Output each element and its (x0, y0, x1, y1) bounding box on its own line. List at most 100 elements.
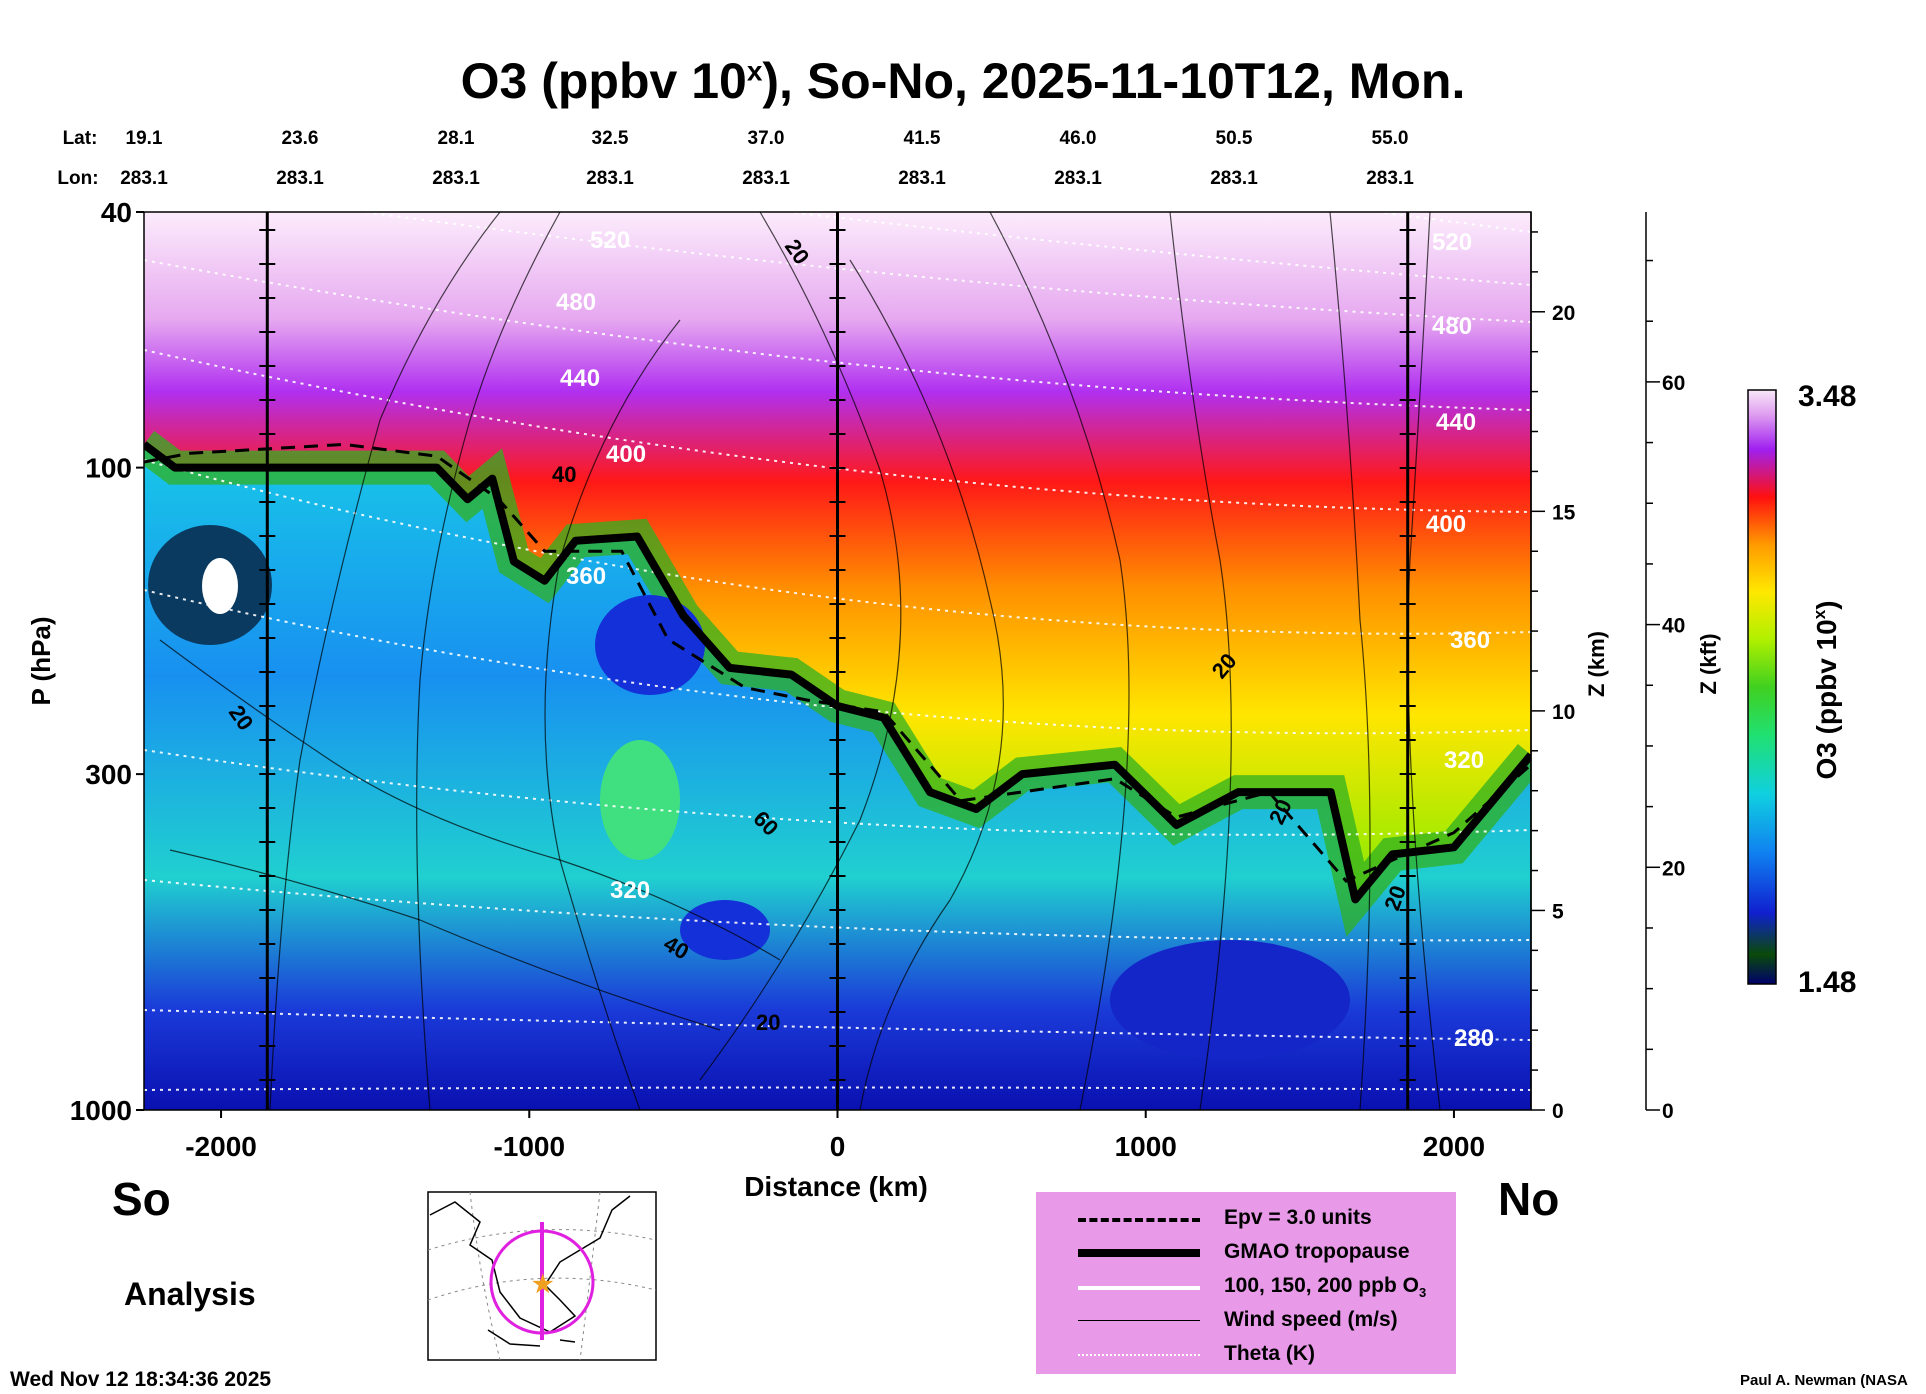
z-km-tick-label: 15 (1552, 501, 1576, 524)
lon-value: 283.1 (120, 168, 168, 189)
inset-map: ★ (427, 1191, 657, 1361)
south-label: So (112, 1173, 171, 1225)
legend-theta: Theta (K) (1036, 1340, 1456, 1370)
lat-value: 32.5 (592, 128, 629, 149)
lat-value: 19.1 (126, 128, 163, 149)
z-kft-tick-label: 0 (1662, 1100, 1674, 1123)
wind-contour (1169, 212, 1232, 1110)
epv-line-sample (1078, 1218, 1200, 1222)
y-axis-label: P (hPa) (26, 616, 56, 705)
theta-label: 320 (1444, 747, 1484, 774)
lon-value: 283.1 (432, 168, 480, 189)
wind-contour (169, 849, 721, 1031)
center-star-icon: ★ (532, 1271, 554, 1298)
lat-label: Lat: (63, 128, 98, 149)
lat-value: 28.1 (438, 128, 475, 149)
z-km-axis-ticks: 0 5 10 15 20 (1531, 231, 1576, 1123)
wind-contour (159, 639, 781, 961)
theta-label: 400 (1426, 511, 1466, 538)
legend-wind: Wind speed (m/s) (1036, 1306, 1456, 1336)
x-axis-label: Distance (km) (744, 1171, 928, 1202)
lon-value: 283.1 (1054, 168, 1102, 189)
legend-epv-label: Epv = 3.0 units (1224, 1206, 1372, 1229)
legend-wind-label: Wind speed (m/s) (1224, 1308, 1398, 1331)
lon-value: 283.1 (1366, 168, 1414, 189)
theta-label: 360 (566, 563, 606, 590)
legend-epv: Epv = 3.0 units (1036, 1204, 1456, 1234)
legend-tropopause-label: GMAO tropopause (1224, 1240, 1410, 1263)
theta-line (144, 259, 1531, 411)
lon-label: Lon: (57, 168, 98, 189)
wind-contour (416, 212, 561, 1110)
plot-area: 520 480 440 400 360 320 520 480 440 400 … (144, 212, 1531, 1110)
o3-low-blob (680, 900, 770, 960)
p-tick-label: 100 (85, 453, 132, 484)
north-label: No (1498, 1173, 1560, 1225)
wind-contour (699, 212, 902, 1081)
z-kft-tick-label: 60 (1662, 372, 1685, 395)
theta-labels: 520 480 440 400 360 320 520 480 440 400 … (556, 227, 1494, 1052)
wind-line-sample (1078, 1320, 1200, 1321)
wind-speed-contours (159, 212, 1441, 1110)
x-tick-label: 1000 (1115, 1131, 1177, 1162)
p-tick-label: 300 (85, 759, 132, 790)
z-kft-axis-label: Z (kft) (1696, 633, 1721, 694)
lon-value: 283.1 (586, 168, 634, 189)
o3-line-sample (1078, 1286, 1200, 1290)
x-tick-label: -2000 (185, 1131, 257, 1162)
x-tick-label: 0 (830, 1131, 846, 1162)
legend-tropopause: GMAO tropopause (1036, 1238, 1456, 1268)
wind-contour (1329, 212, 1371, 1110)
lat-value: 41.5 (904, 128, 941, 149)
x-axis-ticks: -2000 -1000 0 1000 2000 (185, 1110, 1485, 1162)
epv-3pvu-line (144, 442, 1531, 883)
z-kft-tick-label: 40 (1662, 615, 1685, 638)
lon-value: 283.1 (1210, 168, 1258, 189)
lat-value: 46.0 (1060, 128, 1097, 149)
z-km-axis-label: Z (km) (1584, 631, 1609, 697)
chart-title: O3 (ppbv 10x), So-No, 2025-11-10T12, Mon… (460, 53, 1466, 109)
lon-value: 283.1 (898, 168, 946, 189)
o3-min-white (202, 558, 238, 614)
z-km-tick-label: 20 (1552, 302, 1575, 325)
theta-label: 480 (556, 289, 596, 316)
theta-label: 280 (1454, 1025, 1494, 1052)
lat-value: 37.0 (748, 128, 785, 149)
legend: Epv = 3.0 units GMAO tropopause 100, 150… (1036, 1192, 1456, 1374)
wind-contour (269, 212, 501, 1110)
inset-coastline (429, 1195, 631, 1347)
lat-lon-header: Lat: Lon: 19.1 23.6 28.1 32.5 37.0 41.5 46.0 50… (57, 128, 1414, 189)
author-credit: Paul A. Newman (NASA (1740, 1372, 1908, 1389)
z-kft-tick-label: 20 (1662, 857, 1685, 880)
colorbar-min-label: 1.48 (1798, 966, 1856, 999)
theta-label: 520 (1432, 229, 1472, 256)
vertical-section-lines (259, 212, 1416, 1110)
x-tick-label: -1000 (493, 1131, 565, 1162)
o3-low-blob (1110, 940, 1350, 1060)
wind-label: 20 (756, 1010, 780, 1035)
theta-line (144, 349, 1531, 513)
z-kft-axis-ticks: 0 20 40 60 (1646, 259, 1685, 1123)
theta-label: 400 (606, 441, 646, 468)
z-km-tick-label: 10 (1552, 701, 1575, 724)
theta-label: 480 (1432, 313, 1472, 340)
theta-label: 440 (1436, 409, 1476, 436)
o3-low-blob (595, 595, 705, 695)
o3-high-blob (600, 740, 680, 860)
wind-contour (849, 259, 1004, 1110)
theta-label: 320 (610, 877, 650, 904)
colorbar (1747, 389, 1777, 985)
lon-value: 283.1 (742, 168, 790, 189)
p-tick-label: 40 (101, 197, 132, 228)
legend-o3: 100, 150, 200 ppb O3 (1036, 1272, 1456, 1302)
pressure-axis-ticks: 40 100 300 1000 (70, 197, 144, 1126)
lat-value: 55.0 (1372, 128, 1409, 149)
legend-o3-label: 100, 150, 200 ppb O3 (1224, 1274, 1427, 1301)
theta-line-sample (1078, 1354, 1200, 1356)
legend-theta-label: Theta (K) (1224, 1342, 1315, 1365)
z-km-tick-label: 0 (1552, 1100, 1564, 1123)
tropopause-line-sample (1078, 1249, 1200, 1257)
x-tick-label: 2000 (1423, 1131, 1485, 1162)
colorbar-title: O3 (ppbv 10x) (1810, 600, 1842, 779)
